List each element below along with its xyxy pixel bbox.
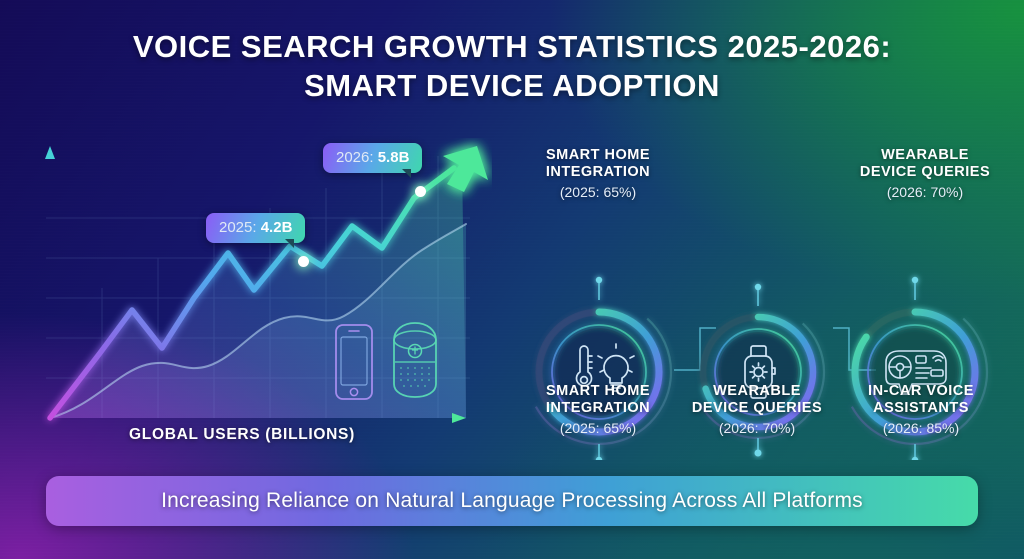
callout-2026[interactable]: 2026: 5.8B <box>323 143 423 178</box>
metric-top-label-1-line2: DEVICE QUERIES <box>859 164 991 181</box>
chart-x-axis-arrow <box>452 413 466 423</box>
callout-tail <box>285 239 295 248</box>
bottom-banner-text: Increasing Reliance on Natural Language … <box>161 489 863 512</box>
callout-2026-year: 2026: <box>336 149 374 166</box>
chart-line-main <box>47 165 457 421</box>
smartwatch-icon <box>744 345 776 399</box>
metric-label-1-detail: (2026: 70%) <box>718 419 796 436</box>
metric-label-in-car: IN-CAR VOICE ASSISTANTS (2026: 85%) <box>826 383 1016 438</box>
metrics-panel: SMART HOME INTEGRATION (2025: 65%) WEARA… <box>500 140 1024 460</box>
metric-top-label-1-line1: WEARABLE <box>881 147 969 163</box>
title-line-1: VOICE SEARCH GROWTH STATISTICS 2025-2026… <box>132 29 892 64</box>
metric-circle-2 <box>841 276 989 460</box>
title-line-2: SMART DEVICE ADOPTION <box>304 68 720 104</box>
circles-svg <box>525 276 989 460</box>
metric-circle-0 <box>525 276 673 460</box>
callout-2026-value: 5.8B <box>377 149 410 166</box>
callout-2025[interactable]: 2025: 4.2B <box>206 213 306 248</box>
callout-2025-value: 4.2B <box>260 219 293 236</box>
metric-top-label-0-detail: (2025: 65%) <box>559 183 637 200</box>
chart-svg <box>45 146 488 423</box>
smart-speaker-icon <box>393 322 437 398</box>
metric-label-2-detail: (2026: 85%) <box>882 419 960 436</box>
data-point-2025[interactable] <box>298 256 309 267</box>
callout-2025-year: 2025: <box>219 219 257 236</box>
chart-axis-caption: GLOBAL USERS (BILLIONS) <box>129 426 355 443</box>
chart-y-axis-arrow <box>45 146 55 159</box>
smartphone-icon <box>335 324 373 400</box>
metric-top-label-0: SMART HOME INTEGRATION (2025: 65%) <box>503 147 693 202</box>
callout-tail <box>402 169 412 178</box>
metric-label-1-line1: WEARABLE <box>713 383 801 399</box>
metric-label-wearable: WEARABLE DEVICE QUERIES (2026: 70%) <box>662 383 852 438</box>
circle-connectors <box>674 327 876 371</box>
metric-label-0-line1: SMART HOME <box>545 383 651 399</box>
metric-top-label-0-line2: INTEGRATION <box>545 164 651 181</box>
page-title: VOICE SEARCH GROWTH STATISTICS 2025-2026… <box>0 27 1024 106</box>
metric-top-label-0-line1: SMART HOME <box>545 147 651 163</box>
metric-label-1-line2: DEVICE QUERIES <box>691 400 823 417</box>
metric-label-0-line2: INTEGRATION <box>545 400 651 417</box>
chart-line-smooth <box>49 223 467 419</box>
bottom-banner: Increasing Reliance on Natural Language … <box>46 476 978 526</box>
chart-arrow-head <box>443 146 488 192</box>
growth-chart: 2025: 4.2B 2026: 5.8B GLOBAL USERS (BILL… <box>22 138 492 458</box>
metric-label-2-line1: IN-CAR VOICE <box>868 383 974 399</box>
metric-label-2-line2: ASSISTANTS <box>873 400 969 417</box>
thermometer-bulb-icon <box>575 343 635 392</box>
data-point-2026[interactable] <box>415 186 426 197</box>
metric-top-label-1: WEARABLE DEVICE QUERIES (2026: 70%) <box>830 147 1020 202</box>
metric-label-smart-home: SMART HOME INTEGRATION (2025: 65%) <box>503 383 693 438</box>
metric-top-label-1-detail: (2026: 70%) <box>886 183 964 200</box>
car-dashboard-icon <box>885 350 947 395</box>
chart-area-zigzag <box>50 164 466 418</box>
metric-label-0-detail: (2025: 65%) <box>559 419 637 436</box>
metric-circle-1 <box>690 283 826 457</box>
